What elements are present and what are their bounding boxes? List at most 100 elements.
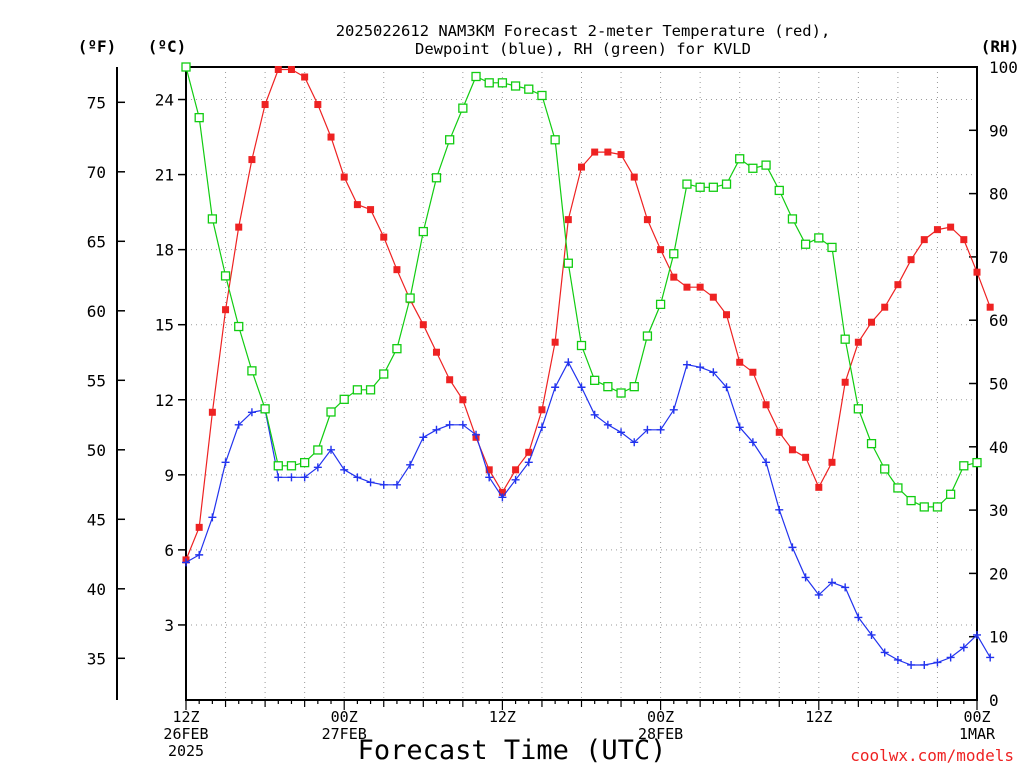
temperature-point [802,453,810,461]
rh-point [735,154,745,164]
rh-point [642,331,653,341]
rh-point [761,160,771,170]
rh-point [616,388,626,398]
dewpoint-point [893,655,902,664]
temperature-point [828,458,836,466]
temperature-point [459,396,467,404]
rh-point [497,78,508,88]
rh-point [880,464,890,474]
rh-tick-label: 0 [989,691,999,710]
rh-point [326,407,336,417]
dewpoint-point [907,660,916,669]
rh-tick-label: 60 [989,311,1008,330]
dewpoint-point [208,513,217,522]
celsius-tick-label: 15 [155,316,174,335]
temperature-point [235,223,243,231]
dewpoint-point [946,653,955,662]
rh-tick-label: 80 [989,185,1008,204]
celsius-tick-label: 18 [155,241,174,260]
dewpoint-point [551,383,560,392]
dewpoint-point [788,543,797,552]
x-tick-label: 2025 [168,742,204,760]
rh-point [866,438,877,449]
dewpoint-point [472,430,481,439]
x-tick-label: 12Z [172,708,199,726]
rh-point [365,385,376,395]
temperature-point [301,73,309,81]
x-axis-title: Forecast Time (UTC) [358,735,667,766]
temperature-point [947,223,955,231]
rh-point [893,483,903,493]
x-tick-label: 00Z [963,708,990,726]
rh-point [524,84,534,94]
temperature-point [314,101,322,109]
dewpoint-point [841,583,850,592]
rh-point [814,233,824,243]
dewpoint-point [709,368,718,377]
rh-tick-label: 10 [989,628,1008,647]
dewpoint-point [327,445,336,454]
temperature-point [670,273,678,281]
fahrenheit-tick-label: 65 [87,232,106,251]
dewpoint-point [234,420,243,429]
rh-point [590,375,600,385]
temperature-point [564,216,572,224]
x-tick-label: 00Z [647,708,674,726]
celsius-unit-label: (ºC) [148,37,187,56]
rh-point [431,173,442,183]
series-group [181,62,995,669]
dewpoint-point [458,420,467,429]
temperature-point [841,378,849,386]
fahrenheit-tick-label: 70 [87,163,106,182]
rh-point [181,62,191,72]
celsius-tick-label: 24 [155,91,174,110]
celsius-tick-label: 9 [164,466,174,485]
rh-tick-label: 100 [989,58,1018,77]
temperature-point [419,321,427,329]
rh-point [379,369,389,379]
dewpoint-point [775,505,784,514]
temperature-point [248,156,256,164]
dewpoint-point [353,473,362,482]
rh-point [207,214,218,224]
temperature-point [960,236,968,244]
rh-tick-label: 20 [989,564,1008,583]
rh-point [800,239,811,249]
temperature-point [208,408,216,416]
dewpoint-point [313,463,322,472]
rh-point [445,135,455,145]
x-tick-label: 00Z [331,708,358,726]
rh-point [247,366,257,376]
dewpoint-point [182,558,190,567]
rh-point [405,293,415,303]
rh-tick-label: 70 [989,248,1008,267]
rh-point [853,404,863,414]
dewpoint-point [933,658,942,667]
dewpoint-point [524,458,533,467]
temperature-point [920,236,928,244]
temperature-point [538,406,546,414]
temperature-point [723,311,731,319]
dewpoint-point [511,475,520,484]
dewpoint-point [577,383,586,392]
celsius-tick-label: 3 [164,616,174,635]
temperature-point [195,523,203,531]
dewpoint-point [814,590,823,599]
x-tick-label: 1MAR [959,725,996,743]
dewpoint-point [221,458,230,467]
dewpoint-point [340,465,349,474]
dewpoint-point [973,630,981,639]
temperature-point [591,148,599,156]
rh-tick-label: 50 [989,375,1008,394]
temperature-point [261,101,269,109]
dewpoint-point [392,480,401,489]
temperature-point [894,281,902,289]
rh-point [484,78,494,88]
temperature-point [815,483,823,491]
rh-point [418,226,428,237]
rh-point [234,321,244,332]
rh-point [919,502,929,512]
temperature-point [578,163,585,171]
dewpoint-point [564,358,573,367]
